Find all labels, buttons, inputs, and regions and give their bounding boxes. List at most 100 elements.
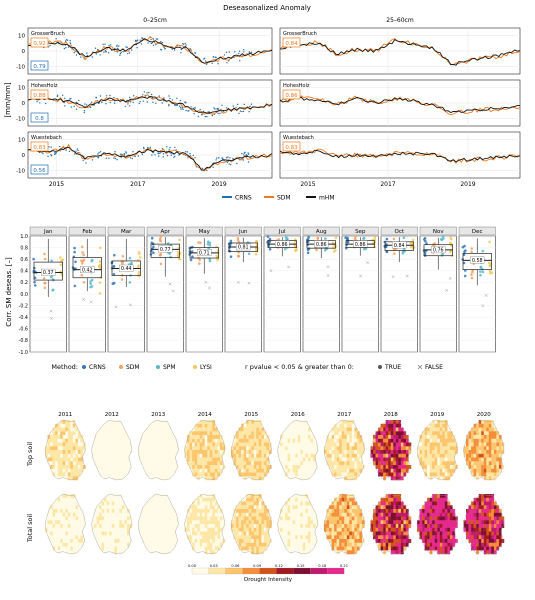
- map-cell: [398, 442, 402, 447]
- map-cell: [101, 468, 105, 473]
- map-cell: [119, 501, 123, 506]
- map-cell: [442, 438, 446, 443]
- map-cell: [263, 465, 267, 469]
- map-cell: [300, 431, 304, 436]
- crns-point: [150, 93, 153, 96]
- map-cell: [60, 531, 63, 536]
- crns-point: [74, 153, 76, 155]
- map-cell: [258, 512, 262, 517]
- map-cell: [194, 457, 198, 462]
- map-cell: [70, 539, 74, 543]
- map-cell: [194, 531, 198, 536]
- map-cell: [104, 438, 107, 443]
- mhm-series-line: [280, 39, 521, 66]
- map-cell: [52, 472, 56, 477]
- map-cell: [91, 446, 95, 451]
- map-cell: [91, 527, 95, 532]
- mhm-series-line: [27, 96, 273, 114]
- map-cell: [393, 501, 397, 506]
- map-cell: [398, 420, 402, 424]
- crns-point: [69, 40, 71, 42]
- map-cell: [300, 438, 304, 443]
- map-cell: [168, 516, 172, 521]
- map-cell: [238, 438, 242, 443]
- map-cell: [300, 531, 304, 536]
- map-cell: [334, 512, 337, 517]
- map-cell: [282, 505, 286, 510]
- method-point-crns: [190, 250, 194, 253]
- map-cell: [170, 442, 174, 447]
- map-cell: [297, 468, 301, 473]
- map-cell: [111, 438, 115, 443]
- map-cell: [295, 468, 298, 473]
- map-cell: [388, 435, 391, 439]
- map-cell: [362, 524, 365, 528]
- method-point-crns: [464, 249, 467, 252]
- map-cell: [109, 438, 112, 443]
- map-cell: [75, 450, 79, 454]
- crns-point: [189, 48, 191, 50]
- map-cell: [297, 435, 301, 439]
- map-cell: [263, 520, 267, 525]
- map-cell: [55, 542, 58, 547]
- map-cell: [261, 509, 265, 513]
- map-cell: [52, 453, 56, 458]
- map-cell: [263, 442, 267, 447]
- map-cell: [124, 431, 128, 436]
- crns-point: [110, 44, 112, 46]
- crns-point: [152, 44, 155, 47]
- map-cell: [94, 520, 97, 525]
- map-cell: [334, 524, 337, 528]
- map-cell: [422, 512, 425, 517]
- crns-point: [142, 100, 144, 102]
- map-cell: [300, 520, 304, 525]
- map-cell: [375, 509, 379, 513]
- crns-point: [84, 57, 86, 59]
- map-cell: [261, 450, 265, 454]
- crns-point: [139, 101, 141, 103]
- map-cell: [219, 442, 223, 447]
- map-cell: [378, 539, 381, 543]
- map-cell: [253, 531, 257, 536]
- map-cell: [349, 427, 353, 432]
- map-cell: [403, 453, 407, 458]
- map-cell: [158, 468, 162, 473]
- map-cell: [209, 435, 213, 439]
- map-cell: [307, 512, 311, 517]
- map-cell: [126, 438, 130, 443]
- year-label: 2016: [291, 412, 305, 418]
- crns-point: [114, 157, 117, 160]
- map-cell: [104, 423, 107, 428]
- map-cell: [116, 535, 120, 540]
- crns-point: [176, 104, 179, 106]
- map-cell: [67, 442, 71, 447]
- map-cell: [145, 516, 149, 521]
- crns-point: [101, 101, 103, 104]
- map-cell: [236, 509, 239, 513]
- crns-point: [128, 52, 131, 54]
- map-cell: [398, 546, 402, 551]
- map-cell: [214, 524, 218, 528]
- map-cell: [380, 531, 384, 536]
- map-cell: [471, 442, 474, 447]
- map-cell: [145, 539, 149, 543]
- map-cell: [341, 527, 345, 532]
- map-cell: [329, 461, 332, 466]
- map-cell: [114, 468, 118, 473]
- map-cell: [55, 497, 58, 502]
- map-cell: [116, 457, 120, 462]
- map-cell: [491, 420, 495, 424]
- map-cell: [395, 512, 399, 517]
- map-cell: [346, 438, 350, 443]
- iqr-box: [462, 253, 492, 270]
- map-cell: [65, 539, 69, 543]
- map-cell: [207, 423, 211, 428]
- map-cell: [349, 423, 353, 428]
- map-cell: [297, 516, 301, 521]
- map-cell: [346, 468, 350, 473]
- map-cell: [148, 527, 151, 532]
- map-cell: [481, 435, 484, 439]
- map-cell: [422, 465, 425, 469]
- map-cell: [290, 535, 293, 540]
- map-cell: [214, 516, 218, 521]
